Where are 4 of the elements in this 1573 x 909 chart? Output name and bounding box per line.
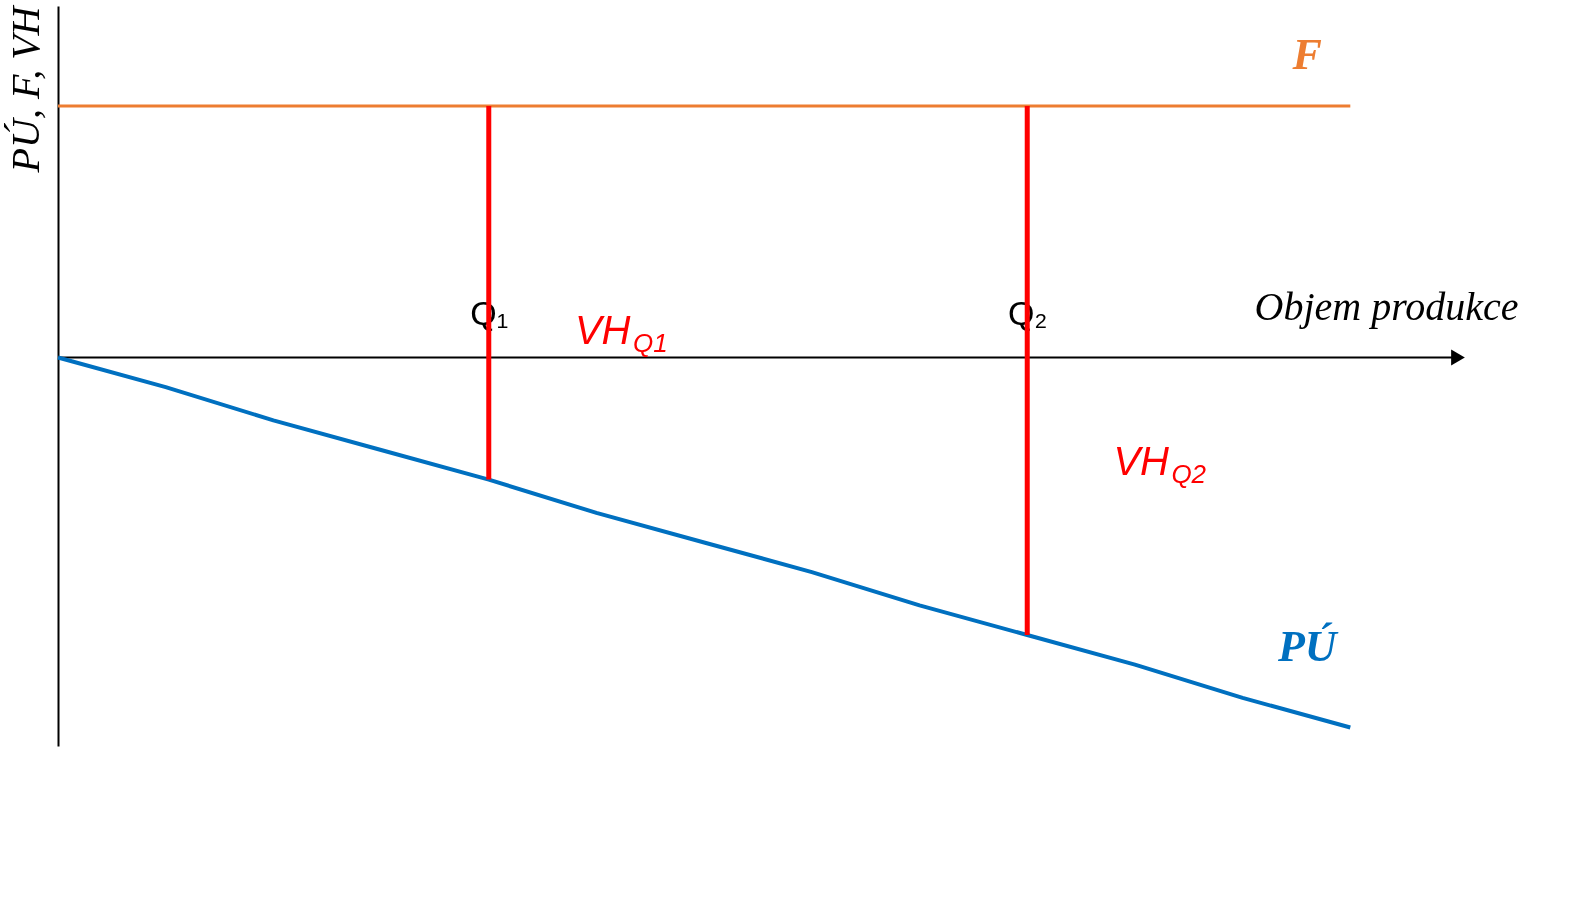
x-axis-title: Objem produkce — [1254, 284, 1519, 329]
series-label: F — [1291, 29, 1322, 79]
series-label: PÚ — [1276, 621, 1339, 671]
y-axis-title: PÚ, F, VH — [2, 4, 48, 174]
